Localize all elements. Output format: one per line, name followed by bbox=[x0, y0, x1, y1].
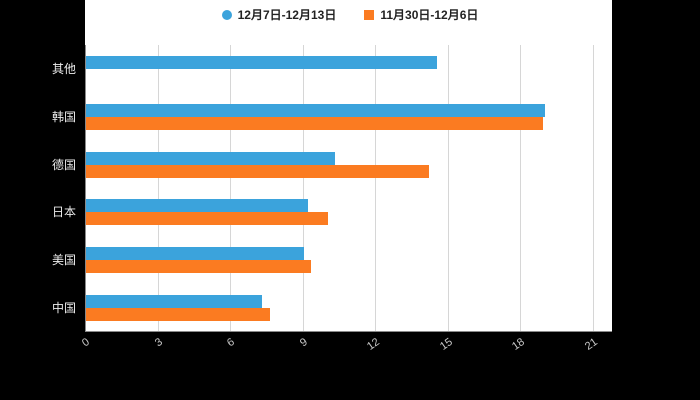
bar[interactable] bbox=[86, 212, 328, 226]
category-label: 中国 bbox=[51, 301, 76, 316]
category-label: 美国 bbox=[51, 253, 76, 268]
legend-marker-square-icon bbox=[364, 9, 375, 20]
category-label: 日本 bbox=[51, 205, 76, 220]
category-label: 其他 bbox=[51, 61, 76, 76]
bar[interactable] bbox=[86, 247, 304, 261]
bar[interactable] bbox=[86, 55, 437, 69]
gridline bbox=[302, 45, 304, 332]
gridline bbox=[375, 45, 377, 332]
gridline bbox=[157, 45, 159, 332]
gridline bbox=[520, 45, 522, 332]
bar[interactable] bbox=[86, 199, 309, 213]
legend-marker-circle-icon bbox=[221, 9, 232, 20]
gridline bbox=[230, 45, 232, 332]
legend: 12月7日-12月13日 11月30日-12月6日 bbox=[0, 6, 700, 23]
x-axis-line bbox=[85, 331, 612, 332]
bar[interactable] bbox=[86, 164, 430, 178]
bar[interactable] bbox=[86, 308, 270, 322]
bar[interactable] bbox=[86, 116, 543, 130]
x-tick-label: 3 bbox=[152, 336, 165, 350]
gridline bbox=[592, 45, 594, 332]
legend-label: 11月30日-12月6日 bbox=[380, 8, 479, 22]
legend-item-series1[interactable]: 12月7日-12月13日 bbox=[221, 6, 337, 23]
gridline bbox=[447, 45, 449, 332]
legend-label: 12月7日-12月13日 bbox=[237, 8, 337, 22]
x-tick-label: 12 bbox=[365, 336, 382, 353]
x-tick-label: 18 bbox=[510, 336, 528, 353]
category-label: 韩国 bbox=[51, 109, 76, 124]
x-tick-label: 9 bbox=[297, 336, 310, 350]
x-tick-label: 21 bbox=[582, 336, 600, 353]
plot-area bbox=[85, 45, 612, 332]
x-tick-label: 15 bbox=[437, 336, 455, 353]
legend-item-series2[interactable]: 11月30日-12月6日 bbox=[364, 6, 478, 23]
x-tick-label: 6 bbox=[225, 336, 237, 350]
bar[interactable] bbox=[86, 151, 335, 165]
bar[interactable] bbox=[86, 260, 311, 274]
category-label: 德国 bbox=[51, 157, 76, 172]
x-tick-label: 0 bbox=[79, 336, 92, 350]
bar[interactable] bbox=[86, 295, 263, 309]
bar[interactable] bbox=[86, 103, 546, 117]
y-axis-line bbox=[85, 45, 86, 332]
